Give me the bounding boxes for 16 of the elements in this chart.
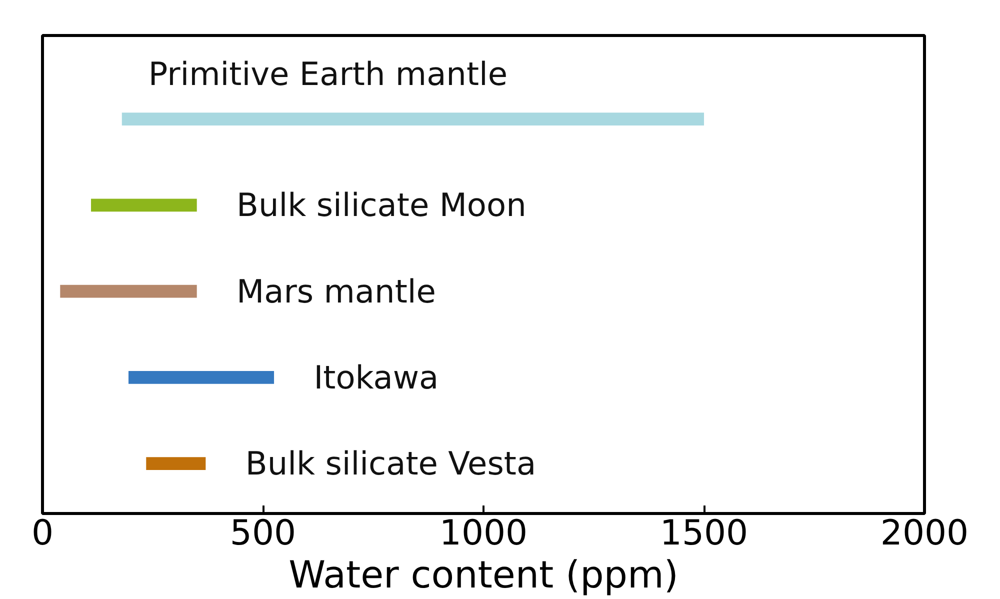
x-tick-label: 1000: [439, 514, 528, 554]
x-tick-label: 2000: [880, 514, 969, 554]
y-tick-label: Itokawa: [314, 358, 439, 396]
x-tick-label: 0: [31, 514, 54, 554]
x-axis-title: Water content (ppm): [288, 552, 678, 596]
bar: [91, 198, 197, 212]
y-tick-label: Bulk silicate Vesta: [245, 444, 536, 483]
x-tick-label: 1500: [660, 514, 748, 554]
bar: [146, 457, 206, 470]
y-tick-label: Bulk silicate Moon: [236, 186, 526, 224]
x-tick-label: 500: [230, 514, 296, 554]
bar: [122, 112, 704, 126]
y-tick-label: Primitive Earth mantle: [148, 55, 508, 94]
bar: [60, 284, 197, 298]
y-tick-label: Mars mantle: [236, 272, 436, 310]
bar: [128, 370, 274, 384]
